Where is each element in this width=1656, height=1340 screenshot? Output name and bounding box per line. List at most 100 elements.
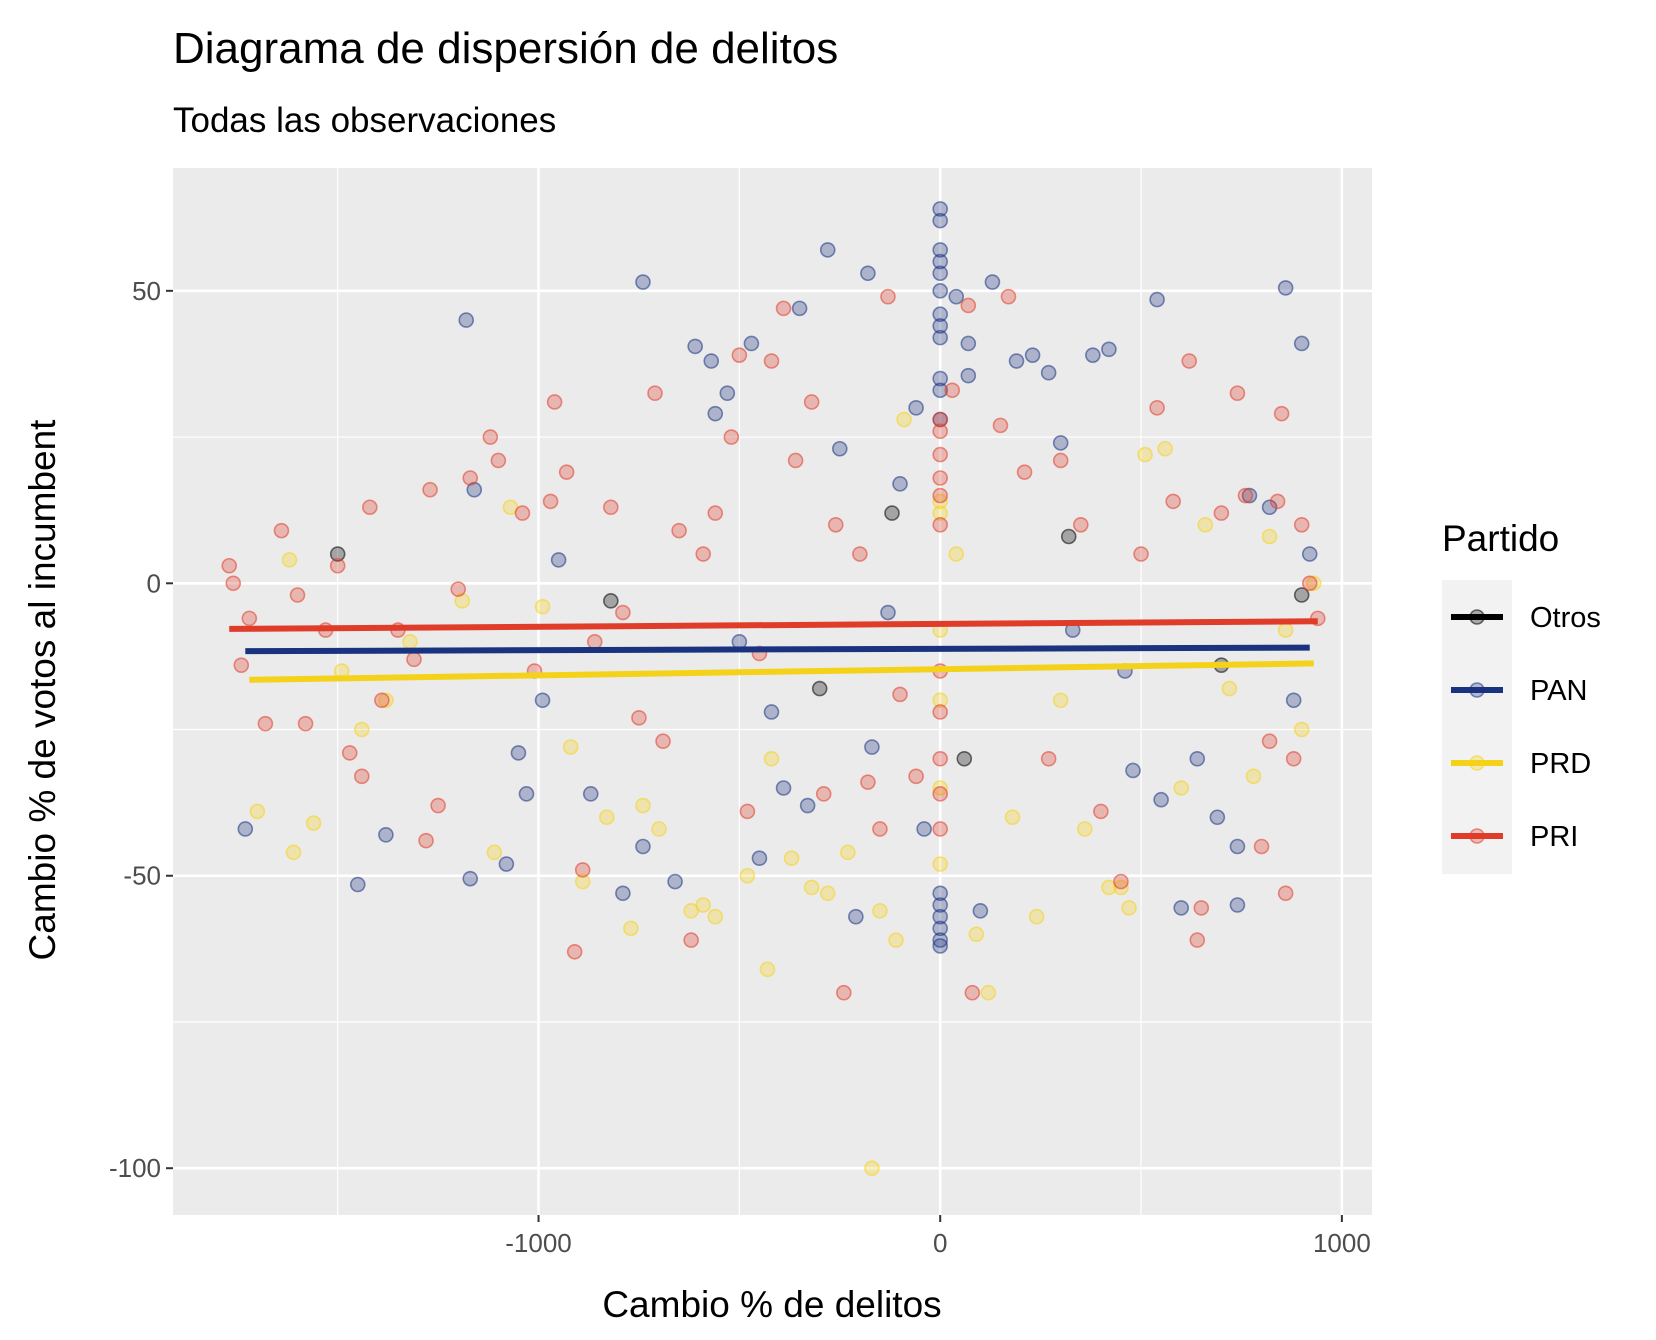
data-point xyxy=(635,274,651,290)
data-point xyxy=(1052,452,1069,469)
data-point xyxy=(831,440,848,457)
data-point xyxy=(353,768,370,785)
data-point xyxy=(510,745,527,761)
legend-key-point xyxy=(1469,828,1485,844)
data-point xyxy=(803,879,820,896)
data-point xyxy=(759,961,776,978)
data-point xyxy=(908,768,924,785)
data-point xyxy=(1197,516,1214,533)
data-point xyxy=(1209,809,1226,826)
data-point xyxy=(964,984,981,1001)
data-point xyxy=(574,862,591,878)
data-point xyxy=(819,885,836,902)
data-point xyxy=(490,452,507,469)
data-point xyxy=(1125,762,1141,779)
data-point xyxy=(221,557,238,574)
data-point xyxy=(1229,838,1246,855)
data-point xyxy=(1165,493,1181,510)
data-point xyxy=(1305,575,1322,592)
data-point xyxy=(1293,721,1310,738)
data-point xyxy=(932,242,948,258)
data-point xyxy=(932,885,948,902)
data-point xyxy=(1040,364,1057,381)
data-point xyxy=(1241,487,1258,504)
data-point xyxy=(1077,821,1093,837)
legend-label: PRI xyxy=(1530,821,1578,853)
data-point xyxy=(1293,335,1310,352)
data-point xyxy=(840,844,856,861)
data-point xyxy=(932,692,948,709)
data-point xyxy=(687,338,703,355)
data-point xyxy=(932,856,948,872)
data-point xyxy=(1000,288,1017,305)
data-point xyxy=(763,704,780,720)
data-point xyxy=(852,546,868,562)
data-point xyxy=(1293,516,1310,533)
data-point xyxy=(731,347,748,363)
data-point xyxy=(534,598,551,615)
data-point xyxy=(233,657,250,673)
data-point xyxy=(864,1160,880,1177)
data-point xyxy=(932,470,948,486)
data-point xyxy=(892,686,908,703)
data-point xyxy=(558,464,575,480)
data-point xyxy=(932,821,948,837)
y-tick-label: -50 xyxy=(123,861,161,891)
data-point xyxy=(1261,499,1278,516)
data-point xyxy=(932,493,948,510)
data-point xyxy=(932,306,948,323)
data-point xyxy=(811,680,828,697)
data-point xyxy=(1173,900,1190,916)
data-point xyxy=(1113,873,1129,890)
data-point xyxy=(450,581,466,597)
data-point xyxy=(542,493,559,510)
data-point xyxy=(1285,750,1302,767)
data-point xyxy=(329,546,346,562)
data-point xyxy=(1024,347,1041,363)
data-point xyxy=(880,288,896,305)
data-point xyxy=(835,984,852,1001)
y-axis-title: Cambio % de votos al incumbent xyxy=(22,419,63,961)
grid-layer xyxy=(173,168,1372,1215)
data-point xyxy=(827,516,844,533)
data-point xyxy=(896,411,912,428)
legend-label: PRD xyxy=(1530,748,1591,780)
data-point xyxy=(454,593,471,609)
data-point xyxy=(1016,464,1033,480)
data-point xyxy=(783,850,800,867)
data-point xyxy=(1193,900,1210,916)
points-layer xyxy=(221,201,1326,1177)
data-point xyxy=(932,516,948,533)
data-point xyxy=(1229,385,1246,401)
data-point xyxy=(872,903,888,919)
data-point xyxy=(968,926,985,943)
data-point xyxy=(972,903,989,919)
data-point xyxy=(631,710,647,726)
data-point xyxy=(458,312,475,328)
data-point xyxy=(932,253,948,270)
chart-title: Diagrama de dispersión de delitos xyxy=(173,24,838,73)
data-point xyxy=(956,750,973,767)
data-point xyxy=(932,786,948,802)
data-point xyxy=(362,499,378,516)
data-point xyxy=(916,821,932,837)
data-point xyxy=(739,867,756,884)
data-point xyxy=(763,750,780,767)
data-point xyxy=(1004,809,1021,826)
data-point xyxy=(1101,341,1117,358)
data-point xyxy=(1052,435,1069,451)
data-point xyxy=(872,821,888,837)
legend-key-point xyxy=(1469,755,1485,771)
data-point xyxy=(1293,587,1310,603)
data-point xyxy=(932,704,948,720)
data-point xyxy=(815,786,832,802)
data-point xyxy=(932,212,948,229)
data-point xyxy=(237,821,254,837)
data-point xyxy=(402,633,418,650)
data-point xyxy=(1149,400,1165,416)
data-point xyxy=(655,733,671,750)
data-point xyxy=(297,715,314,732)
data-point xyxy=(281,552,298,568)
data-point xyxy=(1269,493,1286,510)
